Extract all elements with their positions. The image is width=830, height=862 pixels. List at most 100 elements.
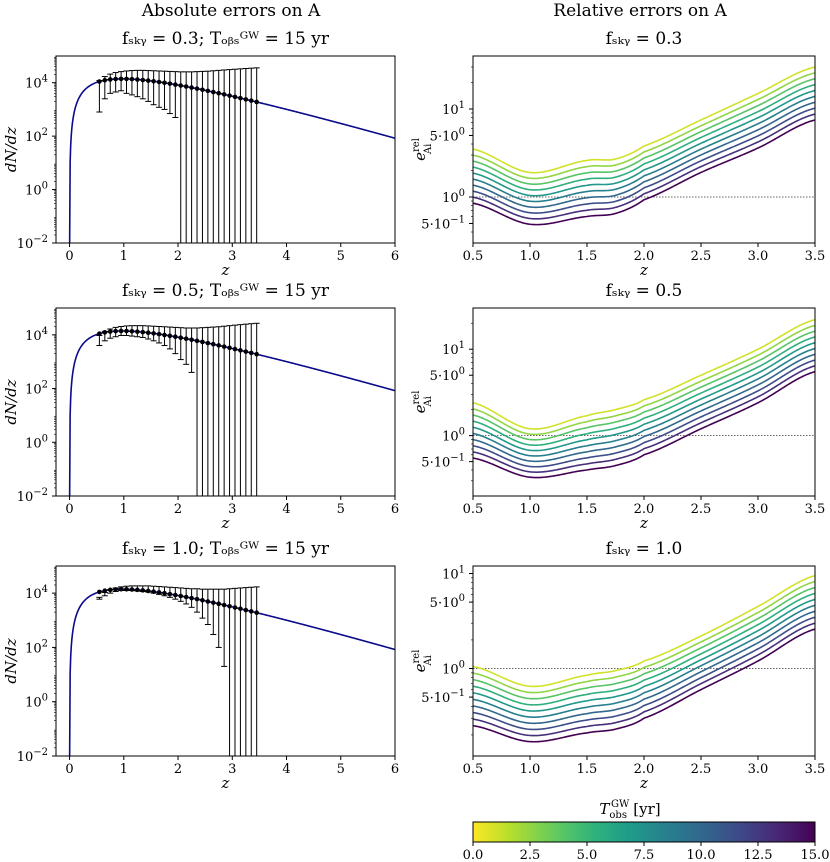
axes-frame xyxy=(55,55,396,244)
series-line xyxy=(473,622,815,737)
x-tick-label: 4 xyxy=(282,762,290,777)
y-tick-label: 10−2 xyxy=(17,747,48,765)
data-point xyxy=(97,79,102,84)
data-point xyxy=(145,330,151,336)
data-point xyxy=(216,343,222,348)
data-point xyxy=(221,92,227,97)
x-tick-label: 2 xyxy=(174,762,182,777)
panel-title: fₛₖᵧ = 0.3 xyxy=(606,29,683,49)
data-point xyxy=(189,85,194,90)
colorbar-tick-label: 0.0 xyxy=(463,848,484,862)
data-point xyxy=(97,331,102,336)
data-point xyxy=(173,334,178,340)
colorbar: TobsGW [yr] 0.0 2.5 5.0 7.5 10.0 12.5 15.0 xyxy=(463,799,830,862)
data-point xyxy=(216,601,222,607)
data-point xyxy=(135,329,140,334)
y-axis-label: erelAi xyxy=(411,391,434,414)
y-tick-label: 100 xyxy=(25,693,48,711)
series-line xyxy=(473,77,815,186)
series-line xyxy=(473,592,815,706)
series-line xyxy=(473,95,815,203)
data-point xyxy=(243,97,249,102)
x-tick-label: 2.5 xyxy=(691,762,712,777)
x-tick-label: 6 xyxy=(391,502,399,517)
data-point xyxy=(205,340,211,346)
data-point xyxy=(178,335,184,341)
x-tick-label: 0.5 xyxy=(463,762,484,777)
data-point xyxy=(210,600,216,605)
data-point xyxy=(129,76,135,82)
data-point xyxy=(151,331,156,336)
x-tick-label: 2.0 xyxy=(634,502,655,517)
y-tick-label: 5·10−1 xyxy=(421,688,465,706)
series-line xyxy=(473,113,815,220)
x-tick-label: 4 xyxy=(282,502,290,517)
data-point xyxy=(135,77,140,82)
x-tick-label: 0 xyxy=(65,502,73,517)
x-tick-label: 1.0 xyxy=(520,502,541,517)
colorbar-bar xyxy=(472,821,816,843)
x-axis-label: z xyxy=(639,514,648,532)
series-line xyxy=(473,604,815,718)
y-tick-label: 5·10−1 xyxy=(421,214,465,232)
panel-title: fₛₖᵧ = 0.5; Tₒᵦₛᴳᵂ = 15 yr xyxy=(122,281,330,301)
data-point xyxy=(140,77,146,83)
data-point xyxy=(162,590,167,596)
absolute-panel-1: fₛₖᵧ = 0.3; Tₒᵦₛᴳᵂ = 15 yr 0 1 2 3 4 5 6 z 10−2 10… xyxy=(2,29,399,279)
series-line xyxy=(473,347,815,457)
data-point xyxy=(145,78,151,83)
data-point xyxy=(232,94,238,100)
panel-title: fₛₖᵧ = 1.0; Tₒᵦₛᴳᵂ = 15 yr xyxy=(122,539,330,559)
x-tick-label: 0 xyxy=(65,762,73,777)
data-point xyxy=(243,607,249,613)
data-point xyxy=(178,83,184,88)
x-tick-label: 1 xyxy=(120,249,128,264)
series-line xyxy=(473,336,815,446)
data-point xyxy=(135,587,140,593)
x-tick-label: 0.5 xyxy=(463,502,484,517)
data-point xyxy=(194,596,200,602)
data-point xyxy=(248,98,254,103)
data-point xyxy=(156,331,162,337)
y-axis-label: dN/dz xyxy=(2,379,20,424)
colorbar-tick-label: 7.5 xyxy=(634,848,655,862)
colorbar-tick-label: 12.5 xyxy=(744,848,773,862)
data-point xyxy=(248,609,254,614)
left-column-title: Absolute errors on A xyxy=(141,1,321,21)
data-point xyxy=(173,82,178,87)
x-tick-label: 3 xyxy=(228,502,236,517)
y-tick-label: 10−2 xyxy=(17,234,48,252)
y-tick-label: 102 xyxy=(25,638,48,656)
relative-panel-2: fₛₖᵧ = 0.5 0.5 1.0 1.5 2.0 2.5 3.0 3.5 z 5·10−1 10… xyxy=(411,281,825,532)
data-point xyxy=(232,605,238,610)
data-point xyxy=(183,594,189,600)
data-point xyxy=(221,602,227,608)
data-point xyxy=(178,593,184,599)
y-axis-label: erelAi xyxy=(411,138,434,161)
series-line xyxy=(473,610,815,725)
data-point xyxy=(162,332,167,338)
relative-panel-1: fₛₖᵧ = 0.3 0.5 1.0 1.5 2.0 2.5 3.0 3.5 z 5·10−1 10… xyxy=(411,29,825,279)
right-column-title: Relative errors on A xyxy=(553,1,727,21)
x-tick-label: 2.0 xyxy=(634,762,655,777)
relative-panel-3: fₛₖᵧ = 1.0 0.5 1.0 1.5 2.0 2.5 3.0 3.5 z 5·10−1 10… xyxy=(411,539,825,792)
data-point xyxy=(205,88,211,94)
series-line xyxy=(473,353,815,463)
data-point xyxy=(102,330,108,335)
x-tick-label: 5 xyxy=(337,762,345,777)
model-curve xyxy=(68,78,395,243)
y-tick-label: 100 xyxy=(442,188,465,206)
series-line xyxy=(473,616,815,731)
data-point xyxy=(102,77,108,83)
data-point xyxy=(238,606,243,612)
data-point xyxy=(227,603,232,609)
absolute-panel-2: fₛₖᵧ = 0.5; Tₒᵦₛᴳᵂ = 15 yr 0 1 2 3 4 5 6 z 10−2 10… xyxy=(2,281,399,532)
series-line xyxy=(473,119,815,226)
data-point xyxy=(156,590,162,595)
data-point xyxy=(107,587,113,593)
y-tick-label: 5·100 xyxy=(430,366,465,384)
series-line xyxy=(473,318,815,430)
y-tick-label: 100 xyxy=(442,427,465,445)
data-point xyxy=(248,350,254,356)
series-line xyxy=(473,89,815,197)
